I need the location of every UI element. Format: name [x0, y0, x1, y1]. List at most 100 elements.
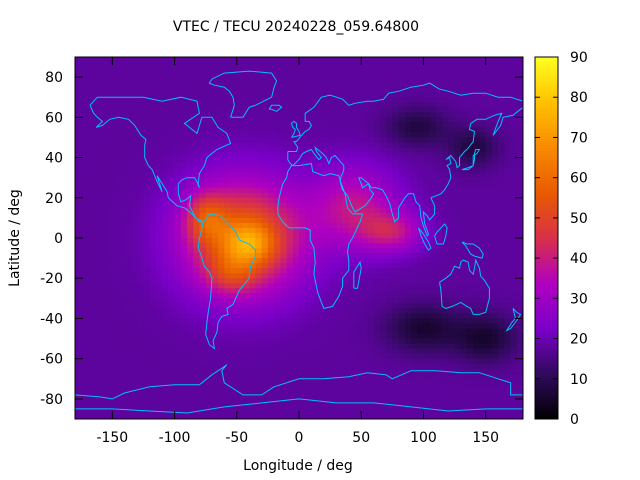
heatmap-cell — [473, 62, 480, 68]
heatmap-cell — [193, 202, 200, 209]
heatmap-cell — [442, 152, 449, 158]
heatmap-cell — [379, 57, 387, 63]
heatmap-cell — [504, 72, 511, 78]
heatmap-cell — [99, 293, 107, 299]
heatmap-cell — [299, 112, 306, 118]
heatmap-cell — [504, 293, 511, 299]
heatmap-cell — [460, 313, 468, 319]
heatmap-cell — [131, 232, 138, 239]
heatmap-cell — [174, 373, 182, 380]
heatmap-cell — [473, 253, 480, 259]
heatmap-cell — [330, 303, 337, 309]
heatmap-cell — [75, 328, 82, 334]
heatmap-cell — [361, 77, 368, 83]
heatmap-cell — [510, 162, 518, 169]
heatmap-cell — [81, 278, 88, 284]
heatmap-cell — [124, 162, 132, 169]
heatmap-cell — [392, 263, 399, 269]
heatmap-cell — [267, 187, 275, 194]
heatmap-cell — [87, 107, 95, 113]
heatmap-cell — [392, 333, 399, 339]
heatmap-cell — [491, 77, 499, 83]
heatmap-cell — [199, 328, 207, 334]
heatmap-cell — [118, 172, 126, 179]
heatmap-cell — [211, 258, 219, 264]
heatmap-cell — [379, 243, 387, 249]
heatmap-cell — [261, 348, 269, 355]
heatmap-cell — [342, 383, 350, 390]
heatmap-cell — [311, 283, 319, 289]
heatmap-cell — [87, 353, 95, 360]
heatmap-cell — [286, 212, 294, 219]
heatmap-cell — [211, 222, 219, 229]
heatmap-cell — [230, 398, 238, 405]
heatmap-cell — [448, 328, 455, 334]
heatmap-cell — [435, 77, 443, 83]
heatmap-cell — [373, 283, 381, 289]
heatmap-cell — [411, 187, 418, 194]
heatmap-cell — [199, 62, 207, 68]
heatmap-cell — [460, 248, 468, 254]
heatmap-cell — [255, 67, 263, 73]
heatmap-cell — [155, 102, 163, 108]
heatmap-cell — [398, 102, 406, 108]
heatmap-cell — [392, 398, 399, 405]
heatmap-cell — [423, 328, 431, 334]
heatmap-cell — [187, 298, 194, 304]
heatmap-cell — [485, 243, 493, 249]
heatmap-cell — [280, 278, 287, 284]
heatmap-cell — [460, 147, 468, 153]
heatmap-cell — [348, 222, 356, 229]
heatmap-cell — [230, 253, 238, 259]
heatmap-cell — [398, 278, 406, 284]
heatmap-cell — [205, 338, 213, 344]
heatmap-cell — [131, 343, 138, 350]
heatmap-cell — [379, 378, 387, 385]
heatmap-cell — [498, 77, 505, 83]
heatmap-cell — [485, 107, 493, 113]
heatmap-cell — [180, 172, 188, 179]
heatmap-cell — [510, 137, 518, 143]
heatmap-cell — [411, 62, 418, 68]
heatmap-cell — [280, 82, 287, 88]
heatmap-cell — [255, 383, 263, 390]
heatmap-cell — [417, 157, 424, 163]
heatmap-cell — [448, 62, 455, 68]
heatmap-cell — [467, 388, 474, 395]
heatmap-cell — [299, 152, 306, 158]
heatmap-cell — [336, 243, 343, 249]
heatmap-cell — [348, 378, 356, 385]
heatmap-cell — [423, 263, 431, 269]
heatmap-cell — [429, 323, 437, 329]
heatmap-cell — [255, 393, 263, 400]
heatmap-cell — [373, 373, 381, 380]
heatmap-cell — [236, 243, 244, 249]
heatmap-cell — [317, 263, 325, 269]
heatmap-cell — [404, 343, 412, 350]
heatmap-cell — [149, 283, 157, 289]
heatmap-cell — [255, 172, 263, 179]
heatmap-cell — [106, 177, 113, 184]
heatmap-cell — [286, 117, 294, 123]
heatmap-cell — [137, 97, 144, 103]
heatmap-cell — [131, 248, 138, 254]
heatmap-cell — [274, 358, 281, 365]
heatmap-cell — [485, 132, 493, 138]
heatmap-cell — [112, 97, 119, 103]
heatmap-cell — [243, 308, 250, 314]
heatmap-cell — [305, 162, 312, 169]
heatmap-cell — [305, 243, 312, 249]
heatmap-cell — [199, 67, 207, 73]
heatmap-cell — [274, 87, 281, 93]
heatmap-cell — [112, 222, 119, 229]
heatmap-cell — [460, 102, 468, 108]
heatmap-cell — [131, 268, 138, 274]
heatmap-cell — [423, 268, 431, 274]
heatmap-cell — [112, 62, 119, 68]
heatmap-cell — [491, 348, 499, 355]
heatmap-cell — [255, 57, 263, 63]
heatmap-cell — [199, 403, 207, 410]
heatmap-cell — [386, 298, 393, 304]
heatmap-cell — [243, 373, 250, 380]
heatmap-cell — [261, 238, 269, 244]
